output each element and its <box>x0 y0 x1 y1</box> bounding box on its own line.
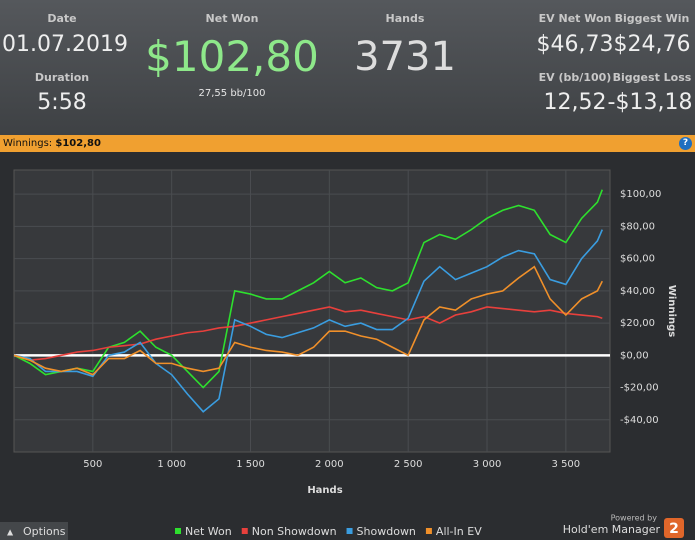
x-tick-label: 3 500 <box>552 459 581 470</box>
winnings-bar: Winnings: $102,80 ? <box>0 135 695 152</box>
legend-label: Showdown <box>357 525 416 538</box>
value: $102,80 <box>55 138 101 149</box>
chart: Hands Winnings ▲ Options Powered by Hold… <box>0 169 684 540</box>
x-tick-label: 1 500 <box>236 459 265 470</box>
brand-version: 2 <box>669 521 679 537</box>
series-line <box>13 306 603 361</box>
value: 5:58 <box>37 90 87 115</box>
label: EV (bb/100) <box>538 71 612 84</box>
powered-by: Powered by <box>611 514 658 523</box>
y-tick-label: -$40,00 <box>620 415 659 426</box>
icon: ▲ <box>7 528 14 537</box>
legend-label: Net Won <box>185 525 232 538</box>
x-tick-label: 3 000 <box>473 459 502 470</box>
x-tick-label: 2 000 <box>315 459 344 470</box>
value: 01.07.2019 <box>2 32 128 57</box>
label: Date <box>47 12 77 25</box>
value: $46,73 <box>536 32 614 57</box>
y-tick-label: $100,00 <box>620 189 661 200</box>
legend-swatch <box>425 528 432 534</box>
value: $102,80 <box>145 32 319 81</box>
x-tick-label: 1 000 <box>157 459 186 470</box>
y-tick-label: -$20,00 <box>620 383 659 394</box>
value: 12,52 <box>543 90 607 115</box>
label: Biggest Win <box>614 12 690 25</box>
y-axis-label: Winnings <box>666 285 677 337</box>
label: Winnings: <box>3 138 53 149</box>
legend-swatch <box>346 528 353 534</box>
options-button[interactable] <box>0 522 68 540</box>
label: Hands <box>385 12 425 25</box>
legend-swatch <box>241 528 248 534</box>
value: -$13,18 <box>607 90 693 115</box>
header: Date 01.07.2019 Duration 5:58 Net Won $1… <box>0 0 695 135</box>
y-tick-label: $20,00 <box>620 318 655 329</box>
brand: Hold'em Manager <box>563 523 661 536</box>
series-line <box>13 265 603 376</box>
options-label: Options <box>23 525 66 538</box>
y-tick-label: $0,00 <box>620 350 649 361</box>
label: Net Won <box>205 12 259 25</box>
value: 3731 <box>354 34 456 80</box>
label: Duration <box>34 71 90 84</box>
y-tick-label: $40,00 <box>620 286 655 297</box>
x-tick-label: 2 500 <box>394 459 423 470</box>
series-line <box>13 229 604 413</box>
label: EV Net Won <box>538 12 612 25</box>
x-tick-label: 500 <box>83 459 102 470</box>
x-axis-label: Hands <box>307 485 342 496</box>
help-button[interactable]: ? <box>679 137 692 150</box>
series-line <box>13 189 604 389</box>
value: 27,55 bb/100 <box>198 88 266 99</box>
label: Biggest Loss <box>612 71 692 84</box>
legend-label: Non Showdown <box>252 525 337 538</box>
brand-logo <box>664 518 684 538</box>
y-tick-label: $60,00 <box>620 254 655 265</box>
legend-label: All-In EV <box>436 525 482 538</box>
y-tick-label: $80,00 <box>620 221 655 232</box>
legend-swatch <box>175 528 181 534</box>
value: $24,76 <box>613 32 691 57</box>
